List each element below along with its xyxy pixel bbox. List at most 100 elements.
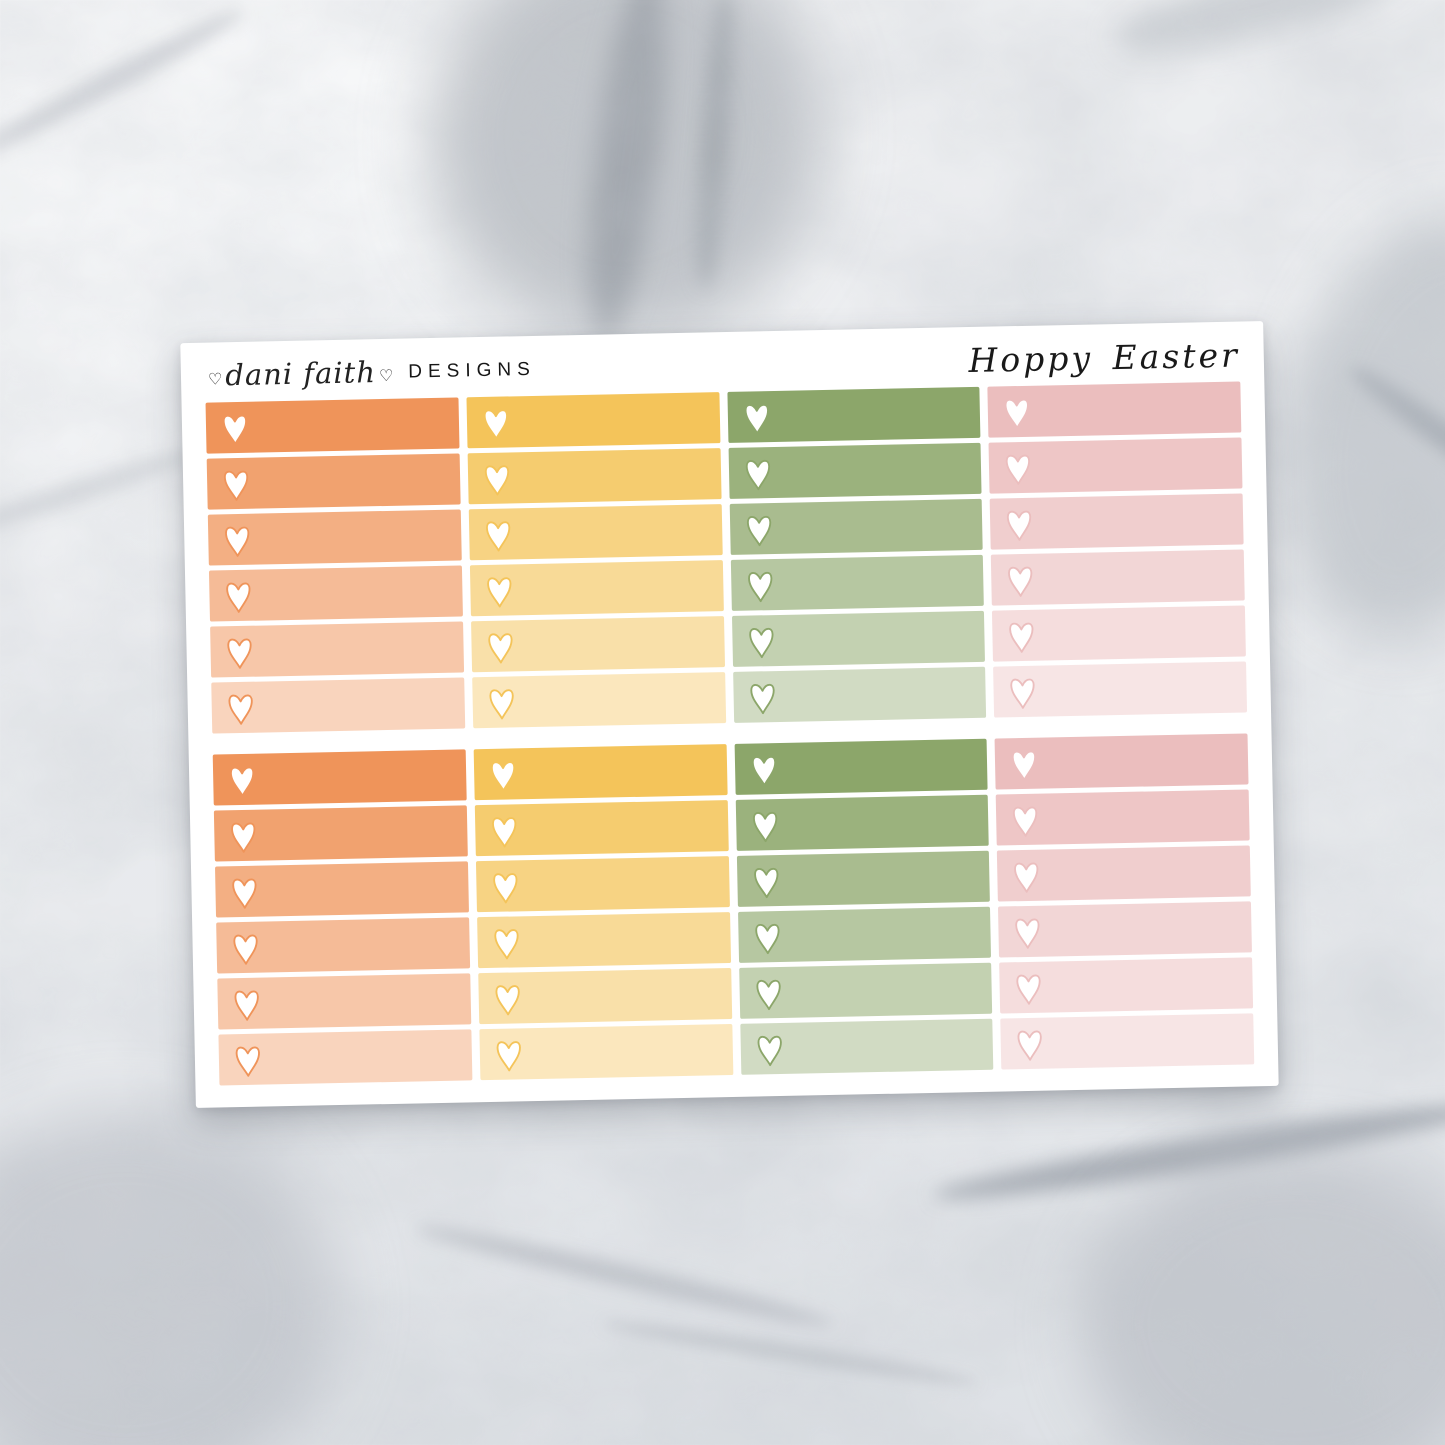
checklist-sticker [994,733,1249,790]
checklist-sticker [211,677,465,734]
marble-vein [1107,0,1413,71]
sticker-column-orange [205,397,473,1086]
heart-icon [745,459,770,490]
heart-icon [483,408,508,440]
heart-icon [1008,566,1033,597]
heart-icon [492,872,518,903]
heart-icon [485,520,511,551]
sticker-block [205,397,465,734]
checklist-sticker [207,509,462,566]
checklist-sticker [205,397,460,454]
checklist-sticker [475,856,730,913]
heart-icon [1005,454,1031,485]
heart-icon [229,766,255,797]
heart-icon [486,576,512,607]
marble-vein [397,0,853,371]
marble-vein [1343,357,1445,509]
heart-icon [226,582,251,613]
checklist-sticker [474,800,729,857]
checklist-sticker [1000,1013,1255,1070]
brand-logo: ♡ dani faith ♡ DESIGNS [205,352,537,393]
checklist-sticker [732,666,987,723]
heart-icon [488,632,513,663]
heart-icon [748,627,773,658]
checklist-sticker [992,605,1246,662]
brand-script-text: dani faith [224,355,377,393]
checklist-sticker [993,661,1248,718]
heart-icon [228,694,253,725]
heart-icon [496,1040,521,1071]
heart-icon [752,811,777,842]
heart-icon [1007,510,1032,541]
checklist-sticker [470,616,725,673]
checklist-sticker [466,392,720,449]
heart-icon [490,760,515,791]
heart-icon [484,464,509,495]
heart-icon [227,638,252,669]
heart-icon [222,414,248,445]
sticker-block [734,738,994,1075]
checklist-sticker [991,549,1245,606]
checklist-sticker [736,850,991,907]
checklist-sticker [212,749,467,806]
heart-icon [225,526,250,557]
sticker-block [726,386,987,723]
heart-icon [1012,750,1037,781]
marble-vein [1241,183,1445,667]
marble-vein [0,443,198,539]
heart-icon [233,933,258,965]
heart-icon [751,755,776,786]
heart-icon: ♡ [378,365,394,385]
heart-icon [1009,622,1034,653]
checklist-sticker [729,498,983,555]
checklist-sticker [479,1024,733,1081]
heart-icon [1014,862,1039,893]
sticker-block [987,381,1248,718]
sticker-block [466,392,726,729]
sticker-sheet: ♡ dani faith ♡ DESIGNS Hoppy Easter [180,321,1279,1108]
heart-icon [1016,974,1041,1005]
checklist-sticker [473,744,728,801]
checklist-sticker [989,493,1244,550]
checklist-sticker [998,901,1252,958]
checklist-sticker [206,453,461,510]
marble-vein [572,0,682,343]
marble-vein [413,1216,837,1336]
heart-icon [232,878,257,909]
checklist-sticker [995,789,1250,846]
checklist-sticker [208,565,463,622]
marble-vein [930,1091,1445,1213]
checklist-sticker [210,621,464,678]
checklist-sticker [476,912,731,969]
brand-word: DESIGNS [408,358,537,383]
sticker-column-green [726,386,994,1075]
marble-vein [1080,1150,1445,1445]
marble-vein [0,0,249,164]
sticker-grid [205,381,1255,1086]
checklist-sticker [217,973,472,1030]
checklist-sticker [999,957,1254,1014]
heart-icon [1004,398,1030,429]
heart-icon [1017,1030,1043,1061]
checklist-sticker [471,672,726,729]
heart-icon [491,816,517,847]
checklist-sticker [739,1018,994,1075]
checklist-sticker [214,861,469,918]
marble-vein [0,1110,340,1445]
collection-title: Hoppy Easter [968,335,1241,380]
sticker-column-yellow [466,392,733,1081]
heart-icon [231,822,256,853]
checklist-sticker [469,560,724,617]
checklist-sticker [997,845,1251,902]
heart-icon [753,867,778,898]
heart-icon [749,683,775,714]
checklist-sticker [468,504,723,561]
heart-icon [234,989,259,1021]
marble-vein [689,0,741,291]
checklist-sticker [728,442,982,499]
heart-icon [235,1045,260,1077]
heart-icon [754,923,780,954]
heart-icon [1013,806,1038,837]
checklist-sticker [737,906,992,963]
